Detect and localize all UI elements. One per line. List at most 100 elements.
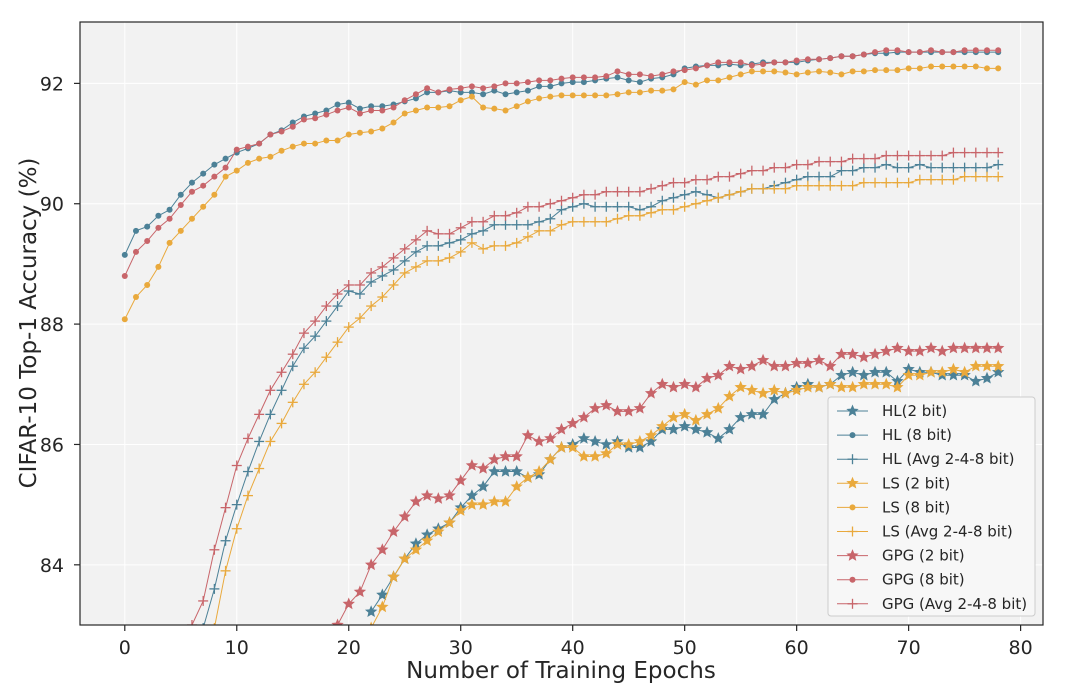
data-point xyxy=(432,492,445,504)
data-point xyxy=(748,62,755,69)
data-point xyxy=(857,368,871,381)
legend-entry: GPG (8 bit) xyxy=(837,571,965,589)
data-point xyxy=(625,77,632,84)
data-point xyxy=(410,246,421,257)
data-point xyxy=(970,171,981,182)
data-point xyxy=(926,150,937,161)
data-point xyxy=(891,380,904,393)
data-point xyxy=(220,502,231,513)
data-point xyxy=(883,67,890,74)
data-point xyxy=(590,201,601,212)
data-point xyxy=(254,463,265,474)
data-point xyxy=(980,371,994,384)
data-point xyxy=(188,188,195,195)
data-point xyxy=(521,471,535,483)
data-point xyxy=(343,322,354,333)
data-point xyxy=(287,361,298,372)
series-5 xyxy=(213,171,1004,625)
data-point xyxy=(790,383,803,396)
legend-marker xyxy=(846,549,859,561)
data-point xyxy=(379,125,386,132)
data-point xyxy=(298,343,309,354)
data-point xyxy=(465,489,479,501)
data-point xyxy=(556,219,567,230)
data-point xyxy=(937,162,948,173)
data-point xyxy=(782,59,789,66)
data-point xyxy=(545,225,556,236)
data-point xyxy=(510,465,523,477)
data-point xyxy=(578,189,589,200)
data-point xyxy=(211,191,218,198)
data-point xyxy=(702,195,713,206)
data-point xyxy=(995,47,1002,54)
legend-entry: LS (8 bit) xyxy=(837,498,950,516)
data-point xyxy=(377,261,388,272)
data-point xyxy=(836,156,847,167)
data-point xyxy=(298,328,309,339)
data-point xyxy=(835,368,848,381)
data-point xyxy=(849,53,856,60)
data-point xyxy=(970,162,981,173)
data-point xyxy=(827,69,834,76)
data-point xyxy=(233,167,240,174)
data-point xyxy=(569,92,576,99)
data-point xyxy=(600,446,613,459)
data-point xyxy=(480,104,487,111)
data-point xyxy=(870,153,881,164)
data-point xyxy=(913,368,927,381)
data-point xyxy=(289,119,296,126)
data-point xyxy=(779,386,792,399)
data-point xyxy=(657,180,668,191)
data-point xyxy=(769,162,780,173)
data-point xyxy=(399,255,410,266)
data-point xyxy=(332,301,343,312)
data-point xyxy=(880,377,893,390)
data-point xyxy=(982,171,993,182)
data-point xyxy=(758,165,769,176)
data-point xyxy=(209,544,220,555)
data-point xyxy=(723,359,736,372)
data-point xyxy=(310,331,321,342)
data-point xyxy=(522,219,533,230)
data-point xyxy=(846,347,859,360)
data-point xyxy=(689,380,703,393)
data-point xyxy=(690,198,701,209)
data-point xyxy=(376,543,389,556)
data-point xyxy=(791,159,802,170)
data-point xyxy=(298,379,309,390)
data-point xyxy=(980,341,994,354)
data-point xyxy=(914,150,925,161)
data-point xyxy=(924,365,938,378)
data-point xyxy=(947,341,960,354)
data-point xyxy=(155,212,162,219)
data-point xyxy=(726,74,733,81)
data-point xyxy=(409,537,423,550)
data-point xyxy=(614,74,621,81)
data-point xyxy=(857,350,871,363)
data-point xyxy=(737,59,744,66)
data-point xyxy=(801,380,815,393)
data-point xyxy=(847,180,858,191)
data-point xyxy=(612,201,623,212)
data-point xyxy=(244,143,251,150)
data-point xyxy=(782,69,789,76)
data-point xyxy=(424,104,431,111)
data-point xyxy=(623,210,634,221)
data-point xyxy=(446,86,453,93)
data-point xyxy=(950,49,957,56)
data-point xyxy=(489,210,500,221)
legend-label: GPG (2 bit) xyxy=(882,547,965,565)
y-tick-label: 86 xyxy=(40,434,64,456)
data-point xyxy=(177,227,184,234)
data-point xyxy=(132,294,139,301)
data-point xyxy=(489,219,500,230)
data-point xyxy=(623,201,634,212)
data-point xyxy=(364,558,378,571)
data-point xyxy=(827,55,834,62)
legend-marker xyxy=(846,404,859,417)
data-point xyxy=(969,359,982,372)
data-point xyxy=(502,107,509,114)
data-point xyxy=(455,246,466,257)
series-7 xyxy=(121,47,1002,279)
